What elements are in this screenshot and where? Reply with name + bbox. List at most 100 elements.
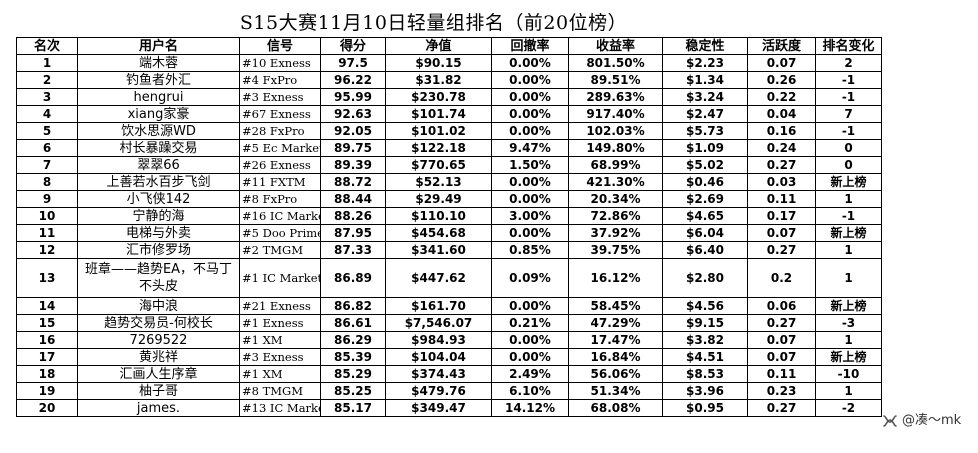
wechat-channel-icon <box>883 415 897 427</box>
table-row: 2 钓鱼者外汇 #4 FxPro 96.22 $31.82 0.00% 89.51% $1.3… <box>16 71 882 89</box>
stability-cell: $3.82 <box>662 331 748 349</box>
return-cell: 16.12% <box>568 258 663 298</box>
table-row: 3 hengrui #3 Exness 95.99 $230.78 0.00% 289.63… <box>16 88 882 106</box>
stability-cell: $3.24 <box>662 88 748 106</box>
rank-change-cell: 7 <box>815 105 882 123</box>
username-cell: 电梯与外卖 <box>77 224 240 242</box>
equity-cell: $31.82 <box>385 71 492 89</box>
username-cell: 柚子哥 <box>77 382 240 400</box>
score-cell: 85.39 <box>320 348 386 366</box>
return-cell: 56.06% <box>568 365 663 383</box>
rank-change-cell: 1 <box>815 190 882 208</box>
return-cell: 47.29% <box>568 314 663 332</box>
username-cell: 黄兆祥 <box>77 348 240 366</box>
rank-change-cell: -1 <box>815 207 882 225</box>
signal-cell: #1 Exness <box>239 314 321 332</box>
table-row: 18 汇画人生序章 #1 XM 85.29 $374.43 2.49% 56.06% $8.5… <box>16 365 882 383</box>
equity-cell: $447.62 <box>385 258 492 298</box>
rank-cell: 9 <box>16 190 78 208</box>
equity-cell: $770.65 <box>385 156 492 174</box>
equity-cell: $341.60 <box>385 241 492 259</box>
rank-cell: 13 <box>16 258 78 298</box>
signal-cell: #5 Ec Markets <box>239 139 321 157</box>
header-signal: 信号 <box>239 37 321 55</box>
rank-change-cell: -1 <box>815 88 882 106</box>
return-cell: 68.08% <box>568 399 663 417</box>
drawdown-cell: 14.12% <box>491 399 569 417</box>
score-cell: 86.82 <box>320 297 386 315</box>
rank-change-cell: 0 <box>815 156 882 174</box>
header-stability: 稳定性 <box>662 37 748 55</box>
stability-cell: $2.80 <box>662 258 748 298</box>
rank-cell: 17 <box>16 348 78 366</box>
rank-cell: 16 <box>16 331 78 349</box>
signal-cell: #13 IC Markets <box>239 399 321 417</box>
rank-change-cell: -2 <box>815 399 882 417</box>
header-equity: 净值 <box>385 37 492 55</box>
return-cell: 801.50% <box>568 54 663 72</box>
username-cell: xiang家豪 <box>77 105 240 123</box>
stability-cell: $6.04 <box>662 224 748 242</box>
header-score: 得分 <box>320 37 386 55</box>
score-cell: 85.25 <box>320 382 386 400</box>
rank-cell: 15 <box>16 314 78 332</box>
score-cell: 85.17 <box>320 399 386 417</box>
table-row: 11 电梯与外卖 #5 Doo Prime 87.95 $454.68 0.00% 37.9… <box>16 224 882 242</box>
drawdown-cell: 0.00% <box>491 297 569 315</box>
rank-cell: 14 <box>16 297 78 315</box>
stability-cell: $0.95 <box>662 399 748 417</box>
return-cell: 102.03% <box>568 122 663 140</box>
watermark: @凑～mk <box>882 411 961 431</box>
activity-cell: 0.07 <box>747 54 816 72</box>
equity-cell: $104.04 <box>385 348 492 366</box>
score-cell: 89.75 <box>320 139 386 157</box>
header-username: 用户名 <box>77 37 240 55</box>
return-cell: 37.92% <box>568 224 663 242</box>
stability-cell: $0.46 <box>662 173 748 191</box>
drawdown-cell: 0.00% <box>491 105 569 123</box>
rank-change-cell: 0 <box>815 139 882 157</box>
stability-cell: $1.34 <box>662 71 748 89</box>
signal-cell: #8 TMGM <box>239 382 321 400</box>
drawdown-cell: 0.00% <box>491 54 569 72</box>
username-cell: 村长暴躁交易 <box>77 139 240 157</box>
signal-cell: #1 IC Markets <box>239 258 321 298</box>
rank-change-cell: -10 <box>815 365 882 383</box>
stability-cell: $2.69 <box>662 190 748 208</box>
equity-cell: $7,546.07 <box>385 314 492 332</box>
table-row: 1 端木蓉 #10 Exness 97.5 $90.15 0.00% 801.50% $2.2… <box>16 54 882 72</box>
signal-cell: #8 FxPro <box>239 190 321 208</box>
return-cell: 72.86% <box>568 207 663 225</box>
signal-cell: #28 FxPro <box>239 122 321 140</box>
username-cell: 上善若水百步飞剑 <box>77 173 240 191</box>
username-cell: 宁静的海 <box>77 207 240 225</box>
rank-change-cell: 新上榜 <box>815 297 882 315</box>
drawdown-cell: 0.00% <box>491 71 569 89</box>
stability-cell: $8.53 <box>662 365 748 383</box>
signal-cell: #10 Exness <box>239 54 321 72</box>
equity-cell: $479.76 <box>385 382 492 400</box>
activity-cell: 0.06 <box>747 297 816 315</box>
return-cell: 89.51% <box>568 71 663 89</box>
username-cell: 端木蓉 <box>77 54 240 72</box>
activity-cell: 0.22 <box>747 88 816 106</box>
header-return: 收益率 <box>568 37 663 55</box>
ranking-title: S15大赛11月10日轻量组排名（前20位榜） <box>239 12 628 34</box>
return-cell: 17.47% <box>568 331 663 349</box>
rank-change-cell: 新上榜 <box>815 224 882 242</box>
signal-cell: #11 FXTM <box>239 173 321 191</box>
rank-change-cell: -1 <box>815 71 882 89</box>
stability-cell: $1.09 <box>662 139 748 157</box>
score-cell: 95.99 <box>320 88 386 106</box>
equity-cell: $349.47 <box>385 399 492 417</box>
signal-cell: #1 XM <box>239 331 321 349</box>
equity-cell: $230.78 <box>385 88 492 106</box>
stability-cell: $6.40 <box>662 241 748 259</box>
drawdown-cell: 0.00% <box>491 190 569 208</box>
ranking-table: 名次 用户名 信号 得分 净值 回撤率 收益率 稳定性 活跃度 排名变化 1 端木… <box>16 37 882 417</box>
activity-cell: 0.11 <box>747 365 816 383</box>
signal-cell: #3 Exness <box>239 88 321 106</box>
drawdown-cell: 0.85% <box>491 241 569 259</box>
rank-change-cell: 1 <box>815 258 882 298</box>
